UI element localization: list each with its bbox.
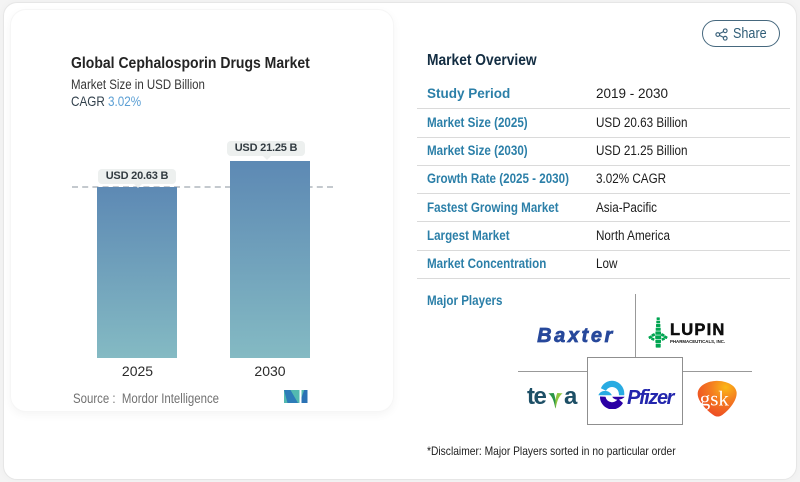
svg-text:gsk: gsk — [700, 387, 730, 411]
